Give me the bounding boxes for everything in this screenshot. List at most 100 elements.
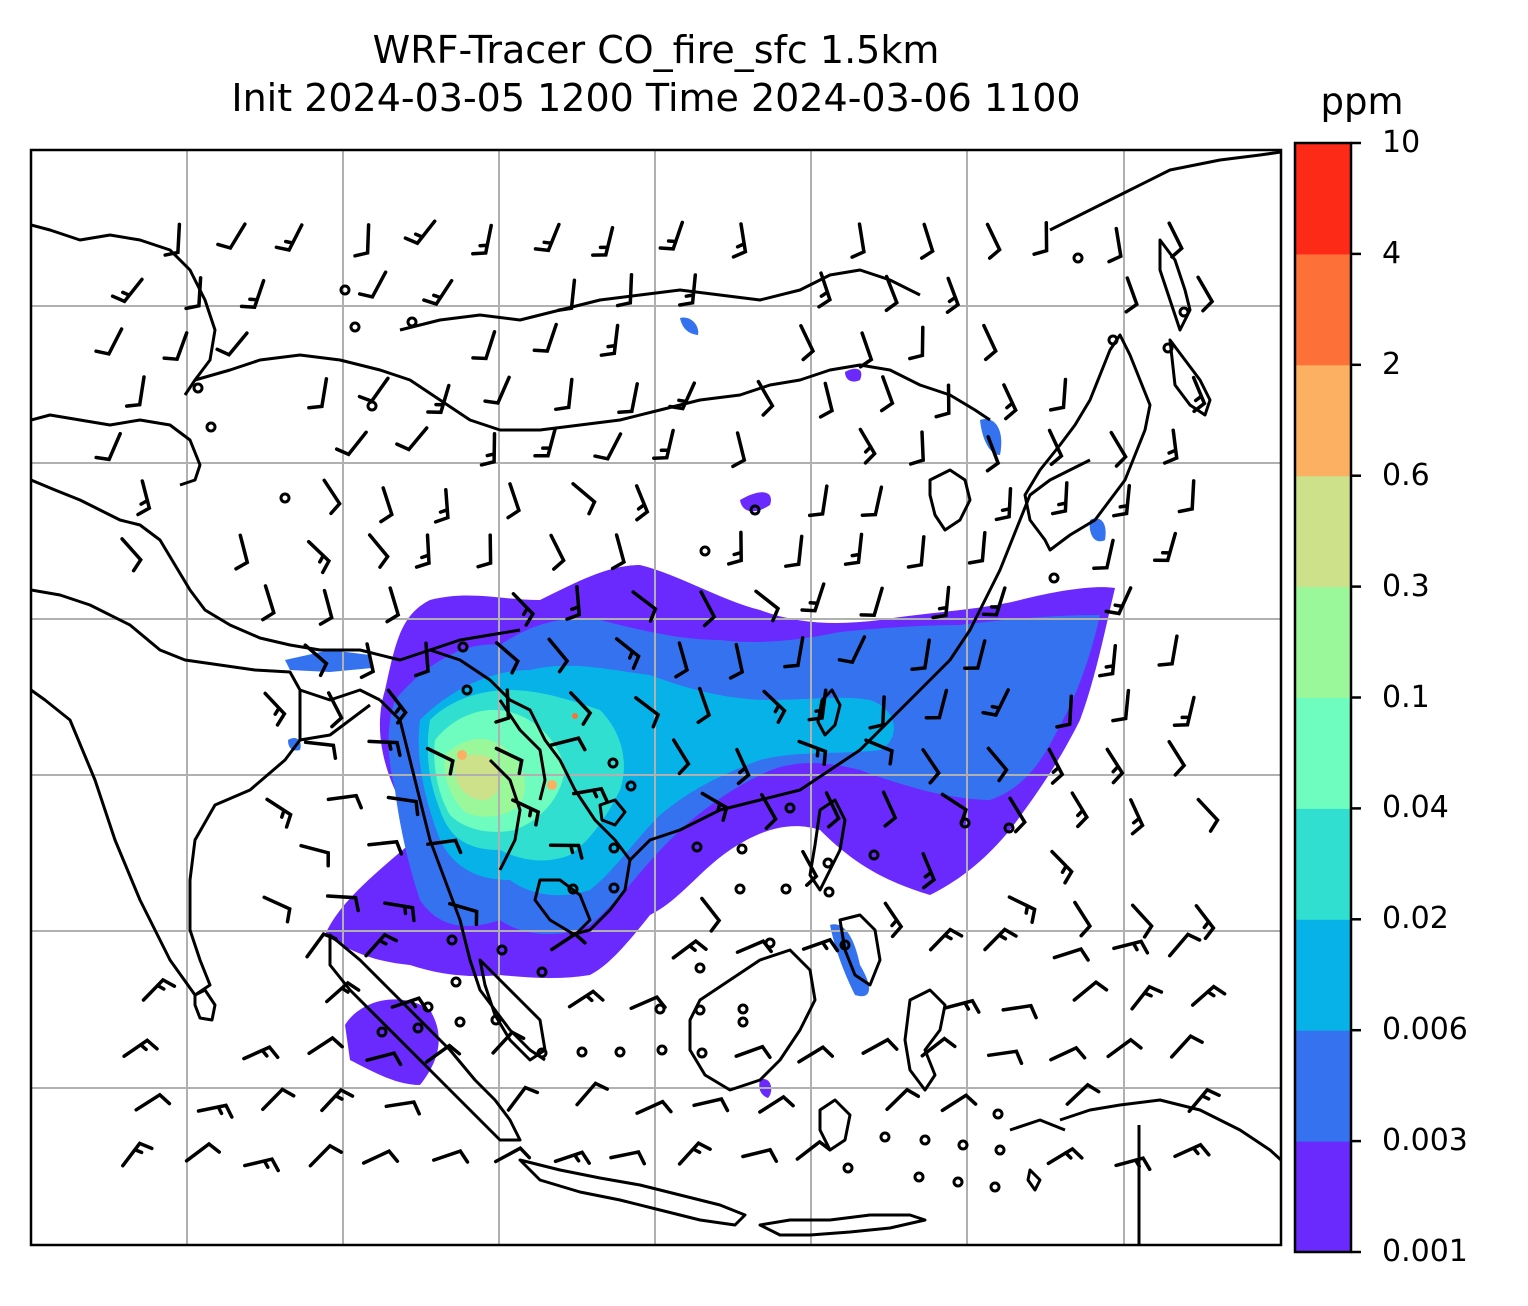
wind-barb [629,994,667,1011]
colorbar-segment [1295,364,1351,477]
wind-barb [383,901,416,923]
wind-barb [920,1036,957,1058]
wind-barb [425,746,455,776]
calm-wind-circle [654,1003,666,1015]
wind-barb [307,377,329,410]
wind-barb [367,739,402,758]
calm-wind-circle [749,504,761,516]
wind-barb [94,431,122,462]
calm-wind-circle [1048,572,1060,584]
wind-barb [843,532,864,566]
wind-barb [800,582,826,613]
wind-barb [734,1044,772,1060]
wind-barb [318,588,334,626]
calm-wind-circles [192,252,1190,1193]
wind-barb [184,276,203,311]
wind-barb [307,1035,344,1056]
wind-barb [599,323,620,357]
wind-barb [422,278,454,307]
wind-barb [364,932,399,958]
wind-barb [433,487,450,524]
wind-barb [1073,900,1093,938]
colorbar-tick-label: 4 [1382,235,1402,271]
calm-wind-circle [696,1047,708,1059]
calm-wind-circle [339,284,351,296]
wind-barb [1177,479,1196,514]
wind-barb [981,586,1007,617]
wind-barb [320,1087,355,1113]
wind-barb [1190,984,1227,1007]
wind-barb [677,1141,712,1166]
calm-wind-circle [412,1022,424,1034]
wind-barb [571,786,609,803]
wind-barb [1070,791,1089,829]
wind-barb [367,533,390,569]
wind-barb [1050,481,1069,516]
calm-wind-circle [822,857,834,869]
wind-barb [817,271,832,309]
wind-barb [994,486,1013,522]
wind-barb [692,1096,730,1113]
calm-wind-circle [656,1044,668,1056]
wind-barb [299,843,330,868]
wind-barb [1105,747,1125,785]
colorbar-segment [1295,143,1351,255]
calm-wind-circle [376,1026,388,1038]
colorbar-segment [1295,253,1351,366]
wind-barb [263,691,287,727]
wind-barb [908,325,925,361]
colorbar-tick-label: 10 [1382,125,1421,160]
wind-barb [1007,895,1037,924]
wind-barb [325,894,360,913]
wind-barb [322,478,342,516]
calm-wind-circle [919,1134,931,1146]
wind-barb [122,1038,159,1058]
wind-barb [731,431,747,469]
wind-barb [556,278,577,312]
wind-barb [121,1141,154,1168]
wind-barb [162,331,189,362]
wind-barb [824,791,841,829]
wind-barb [303,740,338,760]
wind-barb [357,270,388,299]
wind-barb [1046,1146,1084,1166]
calm-wind-circle [454,1016,466,1028]
calm-wind-circle [461,684,473,696]
calm-wind-circle [989,1181,1001,1193]
colorbar-tick-label: 0.04 [1382,790,1449,826]
wind-barb [884,274,899,313]
wind-barb [1169,1034,1204,1059]
wind-barb [1092,538,1115,571]
wind-barb [163,222,182,257]
wind-barb [533,222,561,253]
calm-wind-circle [625,780,637,792]
wind-barb [934,383,951,419]
wind-barb [859,586,884,617]
plume-level-0001 [345,999,439,1085]
wind-barb [700,791,729,822]
wind-barb [758,1094,795,1114]
wind-barb [184,1141,221,1163]
wind-barb [1130,903,1154,939]
wind-barb [658,220,685,251]
wind-barb [386,688,408,725]
wind-barb [784,534,804,568]
wind-barb [94,327,124,356]
wind-barb [1002,383,1018,421]
wind-barb [511,798,541,827]
wind-barb [985,435,1001,473]
plume-patch [740,492,771,512]
plume-patch [285,650,372,672]
wind-barb [1104,586,1133,616]
wind-barb [731,222,748,259]
wind-barb [367,839,404,856]
wind-barb [533,426,557,458]
wind-barb [818,381,835,419]
wind-barb [754,589,781,623]
wind-barb [760,792,778,830]
calm-wind-circle [1003,822,1015,834]
wind-barb [1052,947,1090,962]
wind-barb [493,1146,532,1164]
wind-barb [652,428,675,460]
gridlines [31,150,1281,1245]
